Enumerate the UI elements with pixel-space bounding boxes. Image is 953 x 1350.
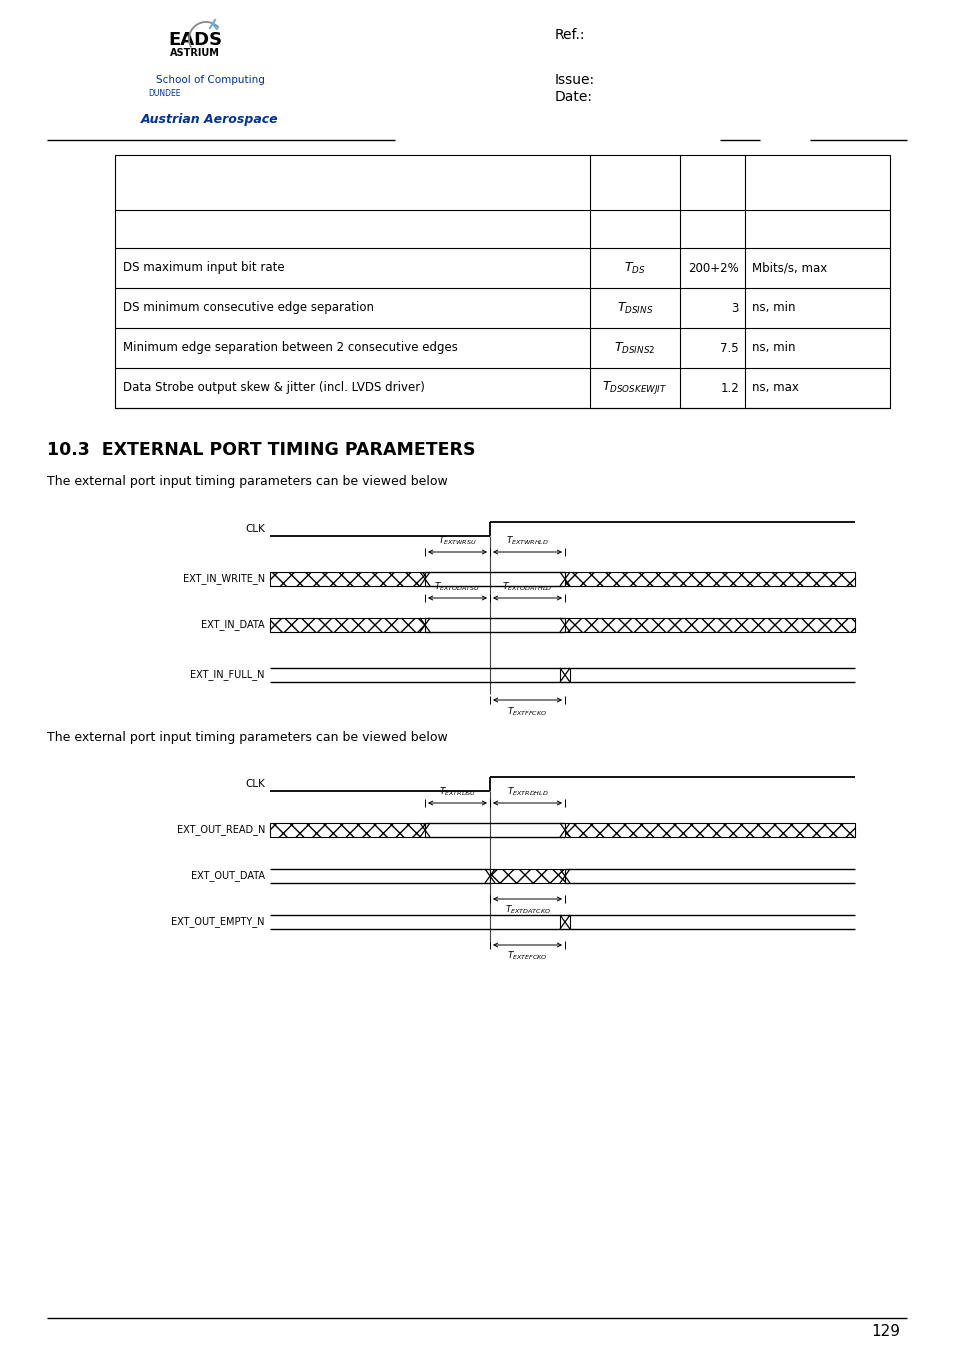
Bar <box>270 572 424 586</box>
Bar <box>490 869 564 883</box>
Text: Minimum edge separation between 2 consecutive edges: Minimum edge separation between 2 consec… <box>123 342 457 355</box>
Text: 1.2: 1.2 <box>720 382 739 394</box>
Bar <box>270 618 424 632</box>
Text: $T_{EXTEFCKO}$: $T_{EXTEFCKO}$ <box>507 950 547 963</box>
Text: The external port input timing parameters can be viewed below: The external port input timing parameter… <box>47 730 447 744</box>
Text: DS maximum input bit rate: DS maximum input bit rate <box>123 262 284 274</box>
Text: DUNDEE: DUNDEE <box>149 89 181 97</box>
Text: EADS: EADS <box>168 31 222 49</box>
Text: CLK: CLK <box>245 779 265 788</box>
Text: ASTRIUM: ASTRIUM <box>170 49 220 58</box>
Text: $T_{EXTDATCKO}$: $T_{EXTDATCKO}$ <box>504 904 550 917</box>
Bar <box>564 824 854 837</box>
Text: CLK: CLK <box>245 524 265 535</box>
Text: Date:: Date: <box>555 90 593 104</box>
Text: EXT_IN_WRITE_N: EXT_IN_WRITE_N <box>183 574 265 585</box>
Bar <box>564 572 854 586</box>
Text: EXT_IN_FULL_N: EXT_IN_FULL_N <box>191 670 265 680</box>
Text: DS minimum consecutive edge separation: DS minimum consecutive edge separation <box>123 301 374 315</box>
Text: Data Strobe output skew & jitter (incl. LVDS driver): Data Strobe output skew & jitter (incl. … <box>123 382 424 394</box>
Text: ns, max: ns, max <box>751 382 798 394</box>
Text: $T_{DS}$: $T_{DS}$ <box>623 261 645 275</box>
Text: $T_{EXTWRSU}$: $T_{EXTWRSU}$ <box>437 535 476 547</box>
Text: 3: 3 <box>731 301 739 315</box>
Text: $T_{EXTRDSU}$: $T_{EXTRDSU}$ <box>438 786 476 798</box>
Text: $T_{EXTRDHLD}$: $T_{EXTRDHLD}$ <box>506 786 548 798</box>
Text: 7.5: 7.5 <box>720 342 739 355</box>
Text: School of Computing: School of Computing <box>155 76 264 85</box>
Text: ns, min: ns, min <box>751 342 795 355</box>
Text: 200+2%: 200+2% <box>687 262 739 274</box>
Text: 129: 129 <box>870 1324 899 1339</box>
Text: EXT_OUT_DATA: EXT_OUT_DATA <box>191 871 265 882</box>
Text: $T_{EXTODATHLD}$: $T_{EXTODATHLD}$ <box>501 580 552 593</box>
Text: ns, min: ns, min <box>751 301 795 315</box>
Text: EXT_OUT_READ_N: EXT_OUT_READ_N <box>176 825 265 836</box>
Text: $T_{EXTWRHLD}$: $T_{EXTWRHLD}$ <box>505 535 549 547</box>
Text: 10.3  EXTERNAL PORT TIMING PARAMETERS: 10.3 EXTERNAL PORT TIMING PARAMETERS <box>47 441 475 459</box>
Text: Ref.:: Ref.: <box>555 28 585 42</box>
Text: The external port input timing parameters can be viewed below: The external port input timing parameter… <box>47 475 447 489</box>
Text: EXT_IN_DATA: EXT_IN_DATA <box>201 620 265 630</box>
Text: $T_{DSINS2}$: $T_{DSINS2}$ <box>614 340 655 355</box>
Bar <box>115 155 889 408</box>
Text: Issue:: Issue: <box>555 73 595 86</box>
Text: $T_{DSOSKEWJIT}$: $T_{DSOSKEWJIT}$ <box>601 379 667 397</box>
Text: $T_{EXTODATSU}$: $T_{EXTODATSU}$ <box>434 580 480 593</box>
Bar <box>564 618 854 632</box>
Text: $T_{DSINS}$: $T_{DSINS}$ <box>617 301 653 316</box>
Text: EXT_OUT_EMPTY_N: EXT_OUT_EMPTY_N <box>172 917 265 927</box>
Text: $T_{EXTFFCKO}$: $T_{EXTFFCKO}$ <box>507 705 547 717</box>
Bar <box>270 824 424 837</box>
Text: Mbits/s, max: Mbits/s, max <box>751 262 826 274</box>
Text: Austrian Aerospace: Austrian Aerospace <box>141 113 278 127</box>
